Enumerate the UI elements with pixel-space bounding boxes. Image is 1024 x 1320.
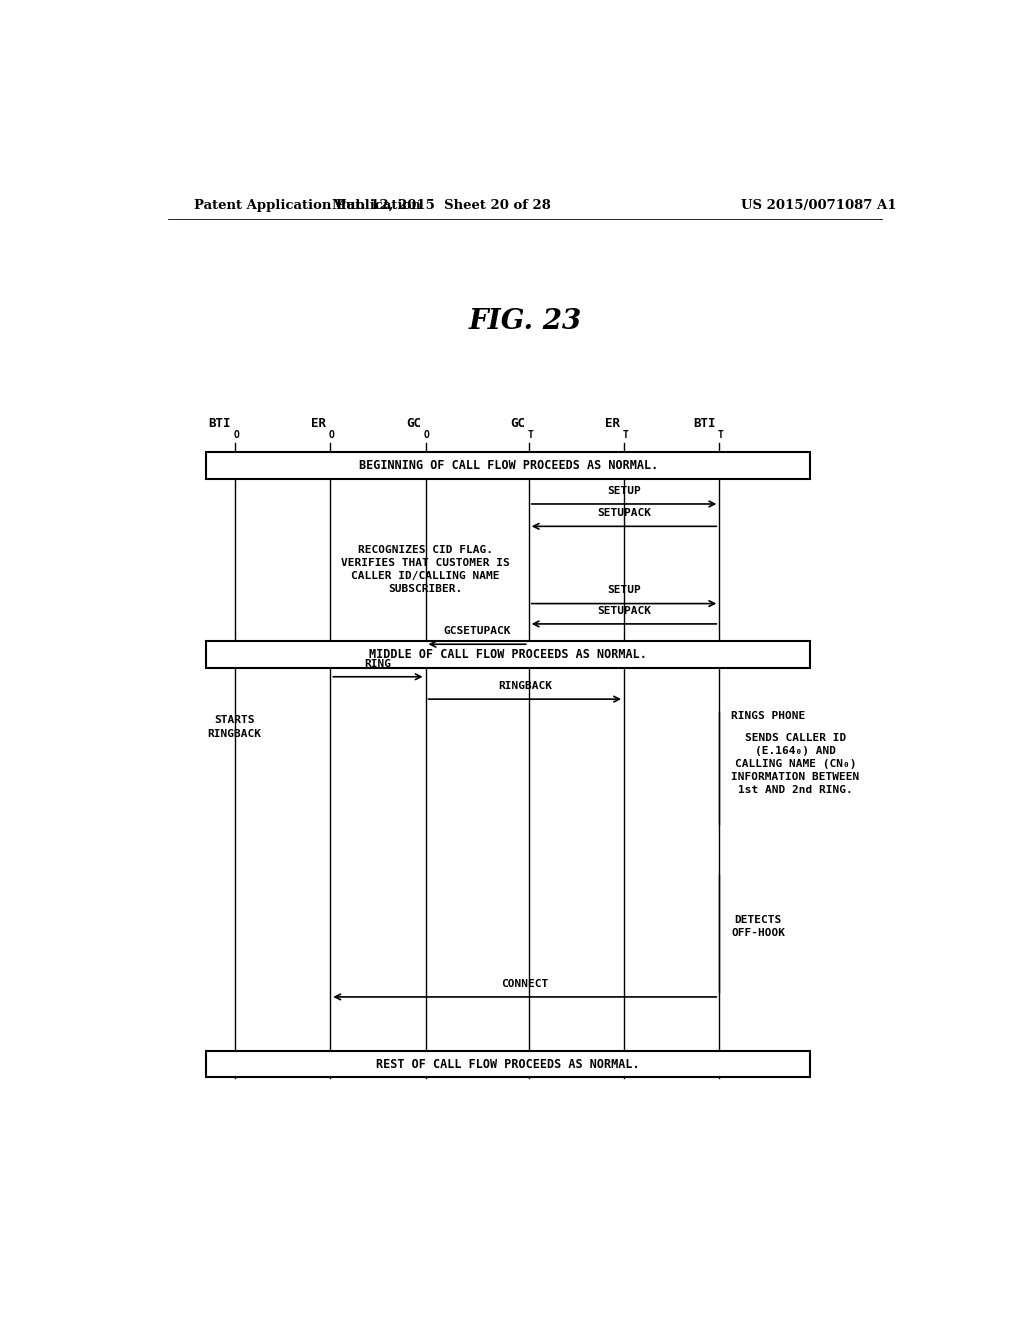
Text: CONNECT: CONNECT (501, 979, 549, 989)
Text: O: O (233, 430, 240, 440)
Text: O: O (424, 430, 430, 440)
Text: MIDDLE OF CALL FLOW PROCEEDS AS NORMAL.: MIDDLE OF CALL FLOW PROCEEDS AS NORMAL. (370, 648, 647, 661)
Text: GC: GC (407, 417, 422, 430)
Bar (206, 642, 811, 668)
Text: SETUPACK: SETUPACK (597, 508, 651, 519)
Text: RINGBACK: RINGBACK (498, 681, 552, 690)
Bar (206, 1051, 811, 1077)
Text: US 2015/0071087 A1: US 2015/0071087 A1 (740, 198, 896, 211)
Text: GC: GC (510, 417, 524, 430)
Text: DETECTS
OFF-HOOK: DETECTS OFF-HOOK (731, 915, 785, 937)
Text: RING: RING (365, 659, 391, 669)
Text: T: T (527, 430, 534, 440)
Text: SETUP: SETUP (607, 586, 641, 595)
Text: Mar. 12, 2015  Sheet 20 of 28: Mar. 12, 2015 Sheet 20 of 28 (332, 198, 551, 211)
Text: ER: ER (311, 417, 327, 430)
Text: GCSETUPACK: GCSETUPACK (443, 626, 511, 636)
Text: T: T (623, 430, 629, 440)
Text: BTI: BTI (693, 417, 715, 430)
Text: BEGINNING OF CALL FLOW PROCEEDS AS NORMAL.: BEGINNING OF CALL FLOW PROCEEDS AS NORMA… (358, 459, 657, 471)
Text: ER: ER (605, 417, 620, 430)
Text: Patent Application Publication: Patent Application Publication (194, 198, 421, 211)
Text: SENDS CALLER ID
(E.164₀) AND
CALLING NAME (CN₀)
INFORMATION BETWEEN
1st AND 2nd : SENDS CALLER ID (E.164₀) AND CALLING NAM… (731, 733, 859, 796)
Text: T: T (718, 430, 724, 440)
Text: FIG. 23: FIG. 23 (468, 308, 582, 334)
Text: SETUP: SETUP (607, 486, 641, 496)
Text: RINGS PHONE: RINGS PHONE (731, 711, 806, 721)
Bar (206, 453, 811, 479)
Text: RECOGNIZES CID FLAG.
VERIFIES THAT CUSTOMER IS
CALLER ID/CALLING NAME
SUBSCRIBER: RECOGNIZES CID FLAG. VERIFIES THAT CUSTO… (341, 545, 510, 594)
Text: O: O (329, 430, 335, 440)
Text: STARTS
RINGBACK: STARTS RINGBACK (207, 715, 261, 739)
Text: SETUPACK: SETUPACK (597, 606, 651, 615)
Text: REST OF CALL FLOW PROCEEDS AS NORMAL.: REST OF CALL FLOW PROCEEDS AS NORMAL. (377, 1057, 640, 1071)
Text: BTI: BTI (209, 417, 231, 430)
